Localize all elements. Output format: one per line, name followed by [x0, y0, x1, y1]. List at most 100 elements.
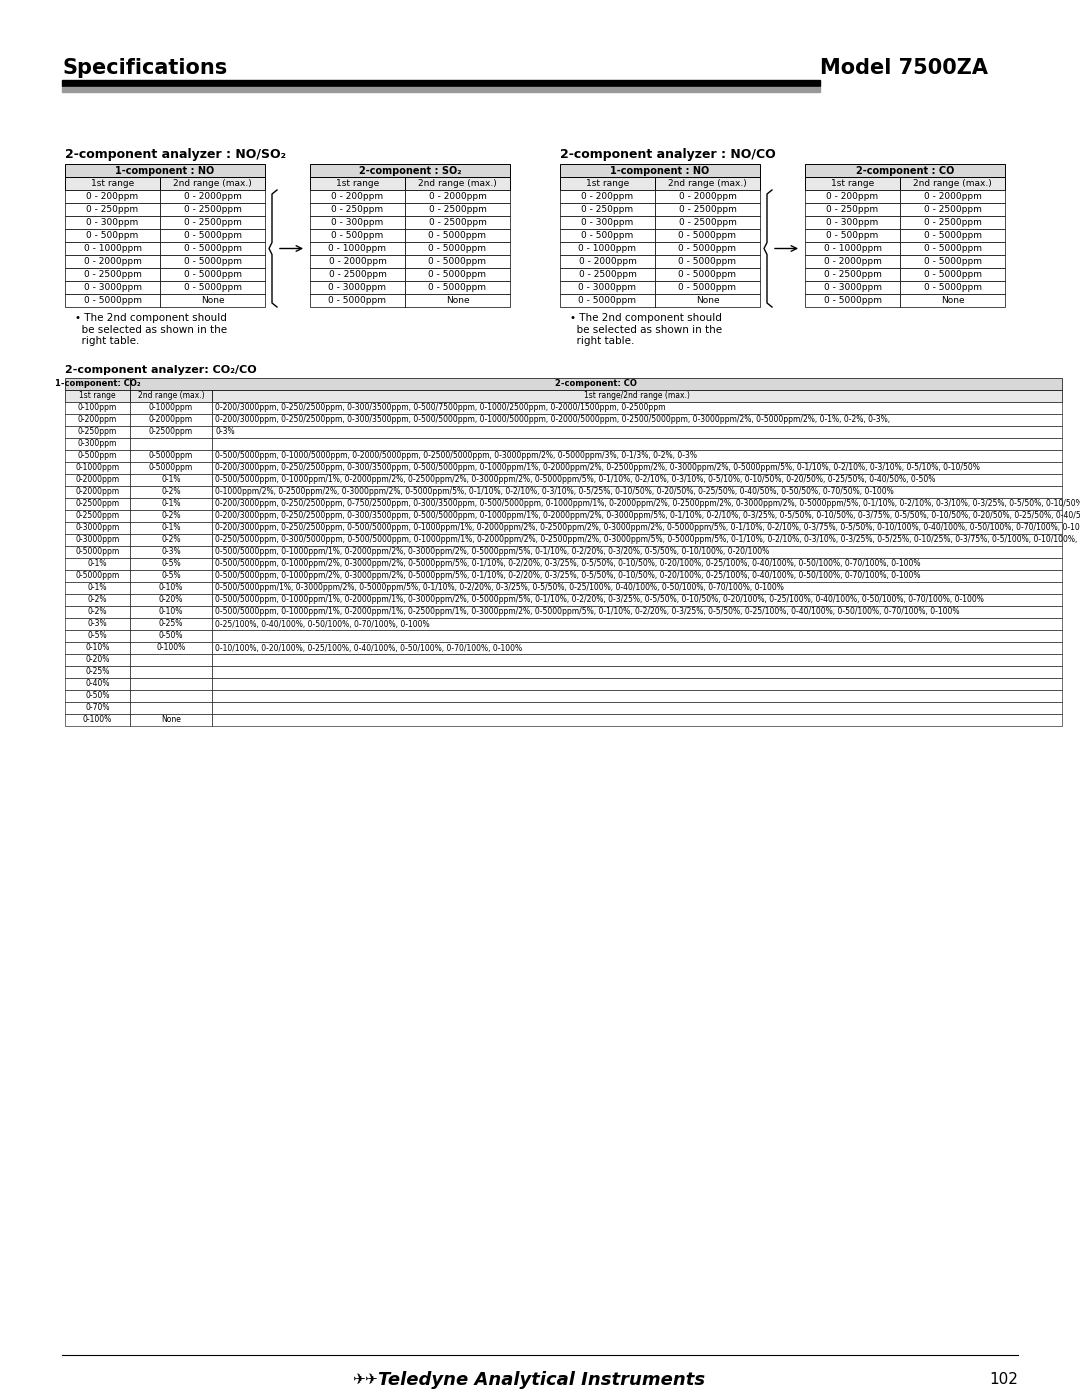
Text: 0-25/100%, 0-40/100%, 0-50/100%, 0-70/100%, 0-100%: 0-25/100%, 0-40/100%, 0-50/100%, 0-70/10…	[215, 619, 430, 629]
Bar	[65, 486, 130, 497]
Bar	[212, 570, 1062, 583]
Text: 0-70%: 0-70%	[85, 704, 110, 712]
Bar	[65, 177, 160, 190]
Text: 0-50%: 0-50%	[159, 631, 184, 640]
Text: 0 - 5000ppm: 0 - 5000ppm	[579, 296, 636, 305]
Bar	[65, 217, 160, 229]
Bar	[65, 497, 130, 510]
Text: 0-2000ppm: 0-2000ppm	[76, 488, 120, 496]
Text: 0-1%: 0-1%	[161, 524, 180, 532]
Bar	[212, 402, 1062, 414]
Bar	[561, 190, 654, 203]
Bar	[212, 594, 1062, 606]
Bar	[212, 654, 1062, 666]
Text: 2-component analyzer: CO₂/CO: 2-component analyzer: CO₂/CO	[65, 365, 257, 374]
Bar	[212, 426, 1062, 439]
Bar	[212, 678, 1062, 690]
Text: 1-component : NO: 1-component : NO	[610, 165, 710, 176]
Bar	[405, 203, 510, 217]
Text: 0-500/5000ppm, 0-1000ppm/2%, 0-3000ppm/2%, 0-5000ppm/5%, 0-1/10%, 0-2/20%, 0-3/2: 0-500/5000ppm, 0-1000ppm/2%, 0-3000ppm/2…	[215, 560, 920, 569]
Bar	[65, 462, 130, 474]
Bar	[310, 242, 405, 256]
Bar	[130, 426, 212, 439]
Text: 0-100%: 0-100%	[157, 644, 186, 652]
Bar	[212, 522, 1062, 534]
Text: 0-5000ppm: 0-5000ppm	[149, 451, 193, 461]
Text: 0 - 1000ppm: 0 - 1000ppm	[83, 244, 141, 253]
Bar	[310, 217, 405, 229]
Text: 0 - 2500ppm: 0 - 2500ppm	[184, 205, 242, 214]
Text: 0-100%: 0-100%	[83, 715, 112, 725]
Bar	[65, 570, 130, 583]
Bar	[212, 617, 1062, 630]
Text: 0-5%: 0-5%	[87, 631, 107, 640]
Bar	[900, 268, 1005, 281]
Text: 1-component: CO₂: 1-component: CO₂	[55, 380, 140, 388]
Bar	[561, 256, 654, 268]
Bar	[65, 450, 130, 462]
Bar	[654, 190, 760, 203]
Text: 0 - 5000ppm: 0 - 5000ppm	[429, 257, 486, 265]
Text: 0 - 5000ppm: 0 - 5000ppm	[923, 270, 982, 279]
Bar	[212, 690, 1062, 703]
Bar	[212, 474, 1062, 486]
Bar	[65, 703, 130, 714]
Text: • The 2nd component should
  be selected as shown in the
  right table.: • The 2nd component should be selected a…	[570, 313, 723, 346]
Text: 0 - 2500ppm: 0 - 2500ppm	[579, 270, 636, 279]
Bar	[310, 203, 405, 217]
Bar	[654, 242, 760, 256]
Text: 0 - 200ppm: 0 - 200ppm	[86, 191, 138, 201]
Bar	[561, 242, 654, 256]
Bar	[561, 293, 654, 307]
Text: 0-2000ppm: 0-2000ppm	[76, 475, 120, 485]
Text: 0 - 2500ppm: 0 - 2500ppm	[923, 218, 982, 226]
Text: 2-component : SO₂: 2-component : SO₂	[359, 165, 461, 176]
Bar	[160, 229, 265, 242]
Text: 0-3000ppm: 0-3000ppm	[76, 535, 120, 545]
Text: 0 - 2500ppm: 0 - 2500ppm	[429, 205, 486, 214]
Text: 0-2%: 0-2%	[161, 511, 180, 521]
Bar	[405, 268, 510, 281]
Bar	[405, 281, 510, 293]
Text: 0 - 5000ppm: 0 - 5000ppm	[678, 231, 737, 240]
Text: 0-10%: 0-10%	[85, 644, 110, 652]
Bar	[160, 242, 265, 256]
Bar	[212, 534, 1062, 546]
Bar	[65, 643, 130, 654]
Text: 2-component analyzer : NO/SO₂: 2-component analyzer : NO/SO₂	[65, 148, 286, 161]
Bar	[130, 617, 212, 630]
Bar	[900, 242, 1005, 256]
Bar	[654, 177, 760, 190]
Text: 0 - 5000ppm: 0 - 5000ppm	[678, 257, 737, 265]
Bar	[805, 268, 900, 281]
Bar	[805, 217, 900, 229]
Bar	[212, 643, 1062, 654]
Text: 0 - 3000ppm: 0 - 3000ppm	[83, 284, 141, 292]
Text: 0 - 250ppm: 0 - 250ppm	[332, 205, 383, 214]
Text: None: None	[161, 715, 181, 725]
Bar	[212, 414, 1062, 426]
Bar	[212, 486, 1062, 497]
Bar	[405, 177, 510, 190]
Bar	[160, 256, 265, 268]
Text: 0 - 5000ppm: 0 - 5000ppm	[184, 284, 242, 292]
Text: 0 - 200ppm: 0 - 200ppm	[581, 191, 634, 201]
Bar	[805, 281, 900, 293]
Text: 0 - 5000ppm: 0 - 5000ppm	[429, 231, 486, 240]
Text: 0 - 1000ppm: 0 - 1000ppm	[328, 244, 387, 253]
Text: 0 - 2500ppm: 0 - 2500ppm	[328, 270, 387, 279]
Text: None: None	[201, 296, 225, 305]
Bar	[654, 256, 760, 268]
Text: 0 - 3000ppm: 0 - 3000ppm	[579, 284, 636, 292]
Bar	[405, 190, 510, 203]
Text: 0 - 3000ppm: 0 - 3000ppm	[328, 284, 387, 292]
Bar	[130, 606, 212, 617]
Bar	[561, 229, 654, 242]
Text: 0-500/5000ppm, 0-1000ppm/1%, 0-2000ppm/2%, 0-2500ppm/2%, 0-3000ppm/2%, 0-5000ppm: 0-500/5000ppm, 0-1000ppm/1%, 0-2000ppm/2…	[215, 475, 935, 485]
Bar	[62, 87, 820, 92]
Text: 0-2500ppm: 0-2500ppm	[76, 511, 120, 521]
Bar	[805, 203, 900, 217]
Bar	[65, 229, 160, 242]
Bar	[805, 293, 900, 307]
Text: 0 - 300ppm: 0 - 300ppm	[581, 218, 634, 226]
